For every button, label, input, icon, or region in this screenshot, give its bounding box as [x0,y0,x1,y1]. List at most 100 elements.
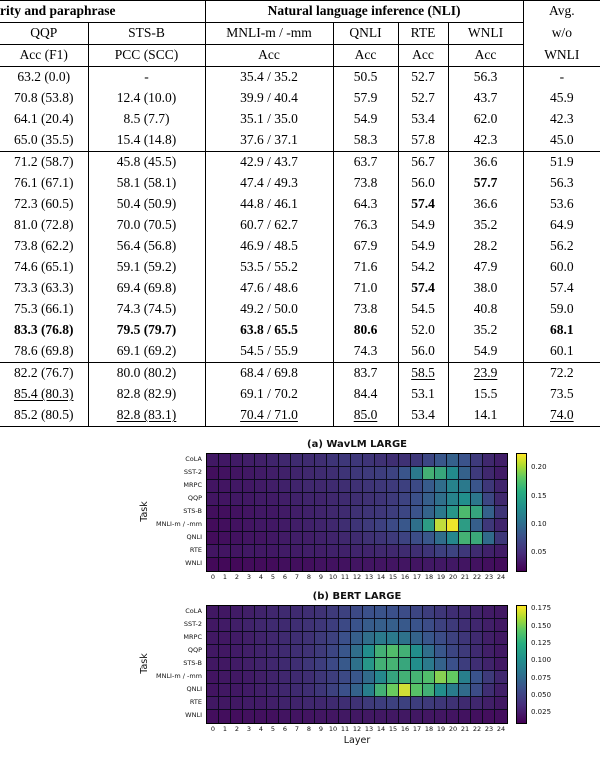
heatmap-cell [315,710,327,723]
x-tick-label: 2 [234,573,240,581]
heatmap-cell [399,532,411,545]
y-tick-label: STS-B [183,507,202,515]
heatmap-cell [327,645,339,658]
heatmap-cell [231,710,243,723]
value-text: 71.0 [353,280,378,296]
heatmap-cell [207,493,219,506]
value-cell: 85.4 (80.3) [0,384,89,405]
heatmap-cell [495,545,507,558]
heatmap-cell [327,480,339,493]
column-header: QQP [0,22,89,45]
value-cell: 64.3 [333,194,399,215]
heatmap-cell [231,645,243,658]
heatmap-cell [303,619,315,632]
heatmap-cell [423,506,435,519]
heatmap-cell [219,519,231,532]
heatmap-cell [351,545,363,558]
heatmap-cell [387,480,399,493]
heatmap-cell [483,684,495,697]
heatmap-cell [219,697,231,710]
value-text: 50.5 [353,69,378,85]
value-cell: 45.8 (45.5) [88,151,206,173]
heatmap-cell [231,671,243,684]
heatmap-cell [411,671,423,684]
y-axis-label-text: Task [138,653,150,674]
heatmap-cell [447,632,459,645]
heatmap-cell [267,697,279,710]
heatmap-cell [243,684,255,697]
value-cell: 80.6 [333,320,399,341]
heatmap-cell [363,697,375,710]
x-tick-label: 23 [484,725,494,733]
heatmap-cell [243,480,255,493]
heatmap-cell [423,606,435,619]
heatmap-cell [267,467,279,480]
table-row: 74.6 (65.1) 59.1 (59.2) 53.5 / 55.2 71.6 54.… [0,257,600,278]
value-text: 85.0 [353,407,378,423]
chart-wavlm-large: (a) WavLM LARGE Task CoLA SST-2 MRPC QQP STS-B… [138,439,600,581]
table-row: 64.1 (20.4) 8.5 (7.7) 35.1 / 35.0 54.9 53.4 6… [0,109,600,130]
value-cell: 60.1 [523,341,600,363]
heatmap-cell [423,532,435,545]
heatmap-cell [411,619,423,632]
heatmap-cell [435,519,447,532]
chart-bert-large: (b) BERT LARGE Task CoLA SST-2 MRPC QQP STS-B M… [138,591,600,746]
value-cell: 82.8 (83.1) [88,405,206,427]
heatmap-cell [243,467,255,480]
heatmap-cell [495,558,507,571]
heatmap-cell [435,684,447,697]
value-text: 80.0 (80.2) [116,365,177,381]
value-text: 49.2 / 50.0 [240,301,298,317]
heatmap-cell [483,545,495,558]
heatmap-cell [423,558,435,571]
table-row: 65.0 (35.5) 15.4 (14.8) 37.6 / 37.1 58.3 57.… [0,130,600,152]
value-text: 64.3 [353,196,378,212]
heatmap-cell [219,467,231,480]
heatmap-row [207,632,507,645]
heatmap-cell [219,532,231,545]
heatmap-cell [375,454,387,467]
heatmap-cell [399,684,411,697]
heatmap-cell [231,532,243,545]
heatmap-cell [243,493,255,506]
heatmap-cell [471,658,483,671]
heatmap-cell [423,658,435,671]
heatmap-cell [207,658,219,671]
value-cell: 52.0 [398,320,449,341]
heatmap-cell [219,645,231,658]
heatmap-cell [267,632,279,645]
y-tick-label: CoLA [185,607,202,615]
x-tick-label: 10 [328,573,338,581]
group-header: rity and paraphrase [0,0,206,23]
heatmap-cell [303,684,315,697]
heatmap-cell [267,506,279,519]
heatmap-cell [483,493,495,506]
heatmap-cell [243,632,255,645]
heatmap-cell [315,519,327,532]
value-text: 74.0 [550,407,574,423]
value-text: 58.1 (58.1) [116,175,177,191]
value-text: 75.3 (66.1) [13,301,74,317]
heatmap-cell [471,532,483,545]
heatmap-cell [459,506,471,519]
value-cell: 69.1 (69.2) [88,341,206,363]
table-row: 78.6 (69.8) 69.1 (69.2) 54.5 / 55.9 74.3 56.… [0,341,600,363]
heatmap-cell [243,606,255,619]
table-row: 82.2 (76.7) 80.0 (80.2) 68.4 / 69.8 83.7 58.… [0,362,600,384]
heatmap-cell [459,454,471,467]
heatmap-cell [399,558,411,571]
heatmap-cell [375,519,387,532]
value-cell: 35.2 [448,215,524,236]
value-cell: 52.7 [398,66,449,88]
value-cell: 47.4 / 49.3 [205,173,334,194]
heatmap-cell [411,558,423,571]
heatmap-cell [255,480,267,493]
colorbar-tick-label: 0.025 [531,708,552,717]
heatmap-cell [207,632,219,645]
value-text: 60.7 / 62.7 [240,217,298,233]
heatmap-cell [291,480,303,493]
heatmap-cell [303,697,315,710]
heatmap-cell [447,532,459,545]
value-text: 68.1 [550,322,574,338]
heatmap-cell [363,493,375,506]
